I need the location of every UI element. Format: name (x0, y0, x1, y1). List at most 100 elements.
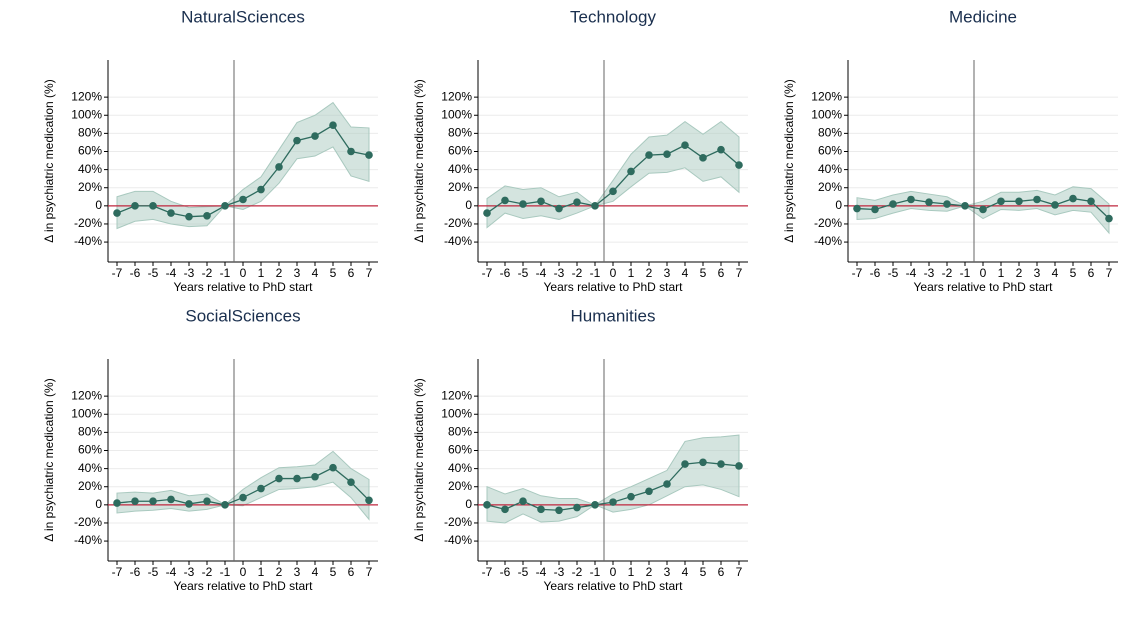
marker (1069, 194, 1077, 203)
marker (735, 161, 743, 169)
marker (293, 474, 301, 483)
y-tick-label: 40% (448, 162, 472, 176)
marker (519, 200, 527, 208)
y-tick-label: 80% (448, 126, 472, 140)
marker (591, 501, 599, 509)
x-tick-label: 6 (348, 266, 355, 280)
y-tick-label: 100% (441, 107, 472, 121)
marker (1015, 197, 1023, 206)
y-tick-label: 80% (818, 126, 842, 140)
marker (573, 198, 581, 207)
y-tick-label: -20% (444, 515, 472, 529)
x-tick-label: 7 (736, 565, 743, 579)
marker (663, 150, 671, 159)
marker (185, 212, 193, 221)
marker (329, 463, 337, 472)
y-axis-label: Δ in psychiatric medication (%) (42, 79, 56, 242)
marker (257, 484, 265, 493)
marker (943, 200, 951, 208)
marker (889, 200, 897, 208)
x-tick-label: -7 (482, 266, 493, 280)
y-tick-label: 40% (78, 162, 102, 176)
marker (239, 493, 247, 502)
x-tick-label: 2 (1016, 266, 1023, 280)
marker (365, 151, 373, 159)
x-tick-label: -6 (130, 266, 141, 280)
marker (131, 202, 139, 210)
x-tick-label: 6 (1088, 266, 1095, 280)
panel-title: Humanities (570, 306, 655, 325)
y-tick-label: 0 (465, 497, 472, 511)
marker (735, 462, 743, 470)
x-tick-label: -5 (148, 565, 159, 579)
x-tick-label: -3 (924, 266, 935, 280)
marker (853, 204, 861, 213)
x-tick-label: -5 (888, 266, 899, 280)
y-axis-label: Δ in psychiatric medication (%) (412, 79, 426, 242)
x-tick-label: 1 (258, 565, 265, 579)
x-tick-label: -3 (184, 565, 195, 579)
marker (275, 163, 283, 171)
x-tick-label: -3 (184, 266, 195, 280)
x-tick-label: 2 (646, 565, 653, 579)
marker (257, 185, 265, 194)
y-tick-label: -20% (444, 216, 472, 230)
marker (293, 136, 301, 145)
x-tick-label: -1 (590, 266, 601, 280)
marker (311, 472, 319, 481)
y-tick-label: 0 (95, 198, 102, 212)
confidence-band (116, 450, 370, 521)
marker (591, 202, 599, 210)
marker (645, 487, 653, 496)
marker (717, 460, 725, 468)
x-tick-label: -7 (852, 266, 863, 280)
y-tick-label: 40% (818, 162, 842, 176)
marker (645, 151, 653, 159)
marker (717, 145, 725, 154)
x-tick-label: 3 (294, 565, 301, 579)
y-tick-label: 20% (448, 180, 472, 194)
x-tick-label: 2 (646, 266, 653, 280)
x-tick-label: -4 (166, 266, 177, 280)
x-tick-label: -1 (220, 266, 231, 280)
marker (1105, 214, 1113, 223)
marker (609, 187, 617, 196)
y-tick-label: 20% (78, 180, 102, 194)
marker (681, 141, 689, 149)
y-tick-label: 0 (835, 198, 842, 212)
marker (149, 497, 157, 506)
y-tick-label: 100% (71, 107, 102, 121)
y-tick-label: 60% (818, 144, 842, 158)
marker (311, 132, 319, 140)
x-tick-label: 6 (348, 565, 355, 579)
x-tick-label: 4 (682, 266, 689, 280)
marker (627, 492, 635, 501)
y-tick-label: 40% (78, 461, 102, 475)
y-axis-label: Δ in psychiatric medication (%) (782, 79, 796, 242)
marker (555, 204, 563, 213)
y-tick-label: 20% (448, 479, 472, 493)
x-tick-label: -5 (518, 266, 529, 280)
marker (203, 212, 211, 220)
x-tick-label: -4 (166, 565, 177, 579)
x-tick-label: -4 (906, 266, 917, 280)
x-tick-label: -1 (960, 266, 971, 280)
x-tick-label: 0 (980, 266, 987, 280)
x-tick-label: 4 (312, 565, 319, 579)
y-tick-label: 120% (441, 89, 472, 103)
y-tick-label: 120% (441, 388, 472, 402)
y-tick-label: 100% (71, 406, 102, 420)
marker (501, 196, 509, 205)
x-tick-label: 6 (718, 565, 725, 579)
y-tick-label: -40% (444, 533, 472, 547)
x-tick-label: -6 (500, 266, 511, 280)
marker (221, 202, 229, 210)
confidence-band (486, 434, 740, 524)
y-tick-label: 100% (811, 107, 842, 121)
marker (365, 496, 373, 505)
y-tick-label: 20% (818, 180, 842, 194)
x-tick-label: 7 (366, 565, 373, 579)
marker (483, 501, 491, 509)
